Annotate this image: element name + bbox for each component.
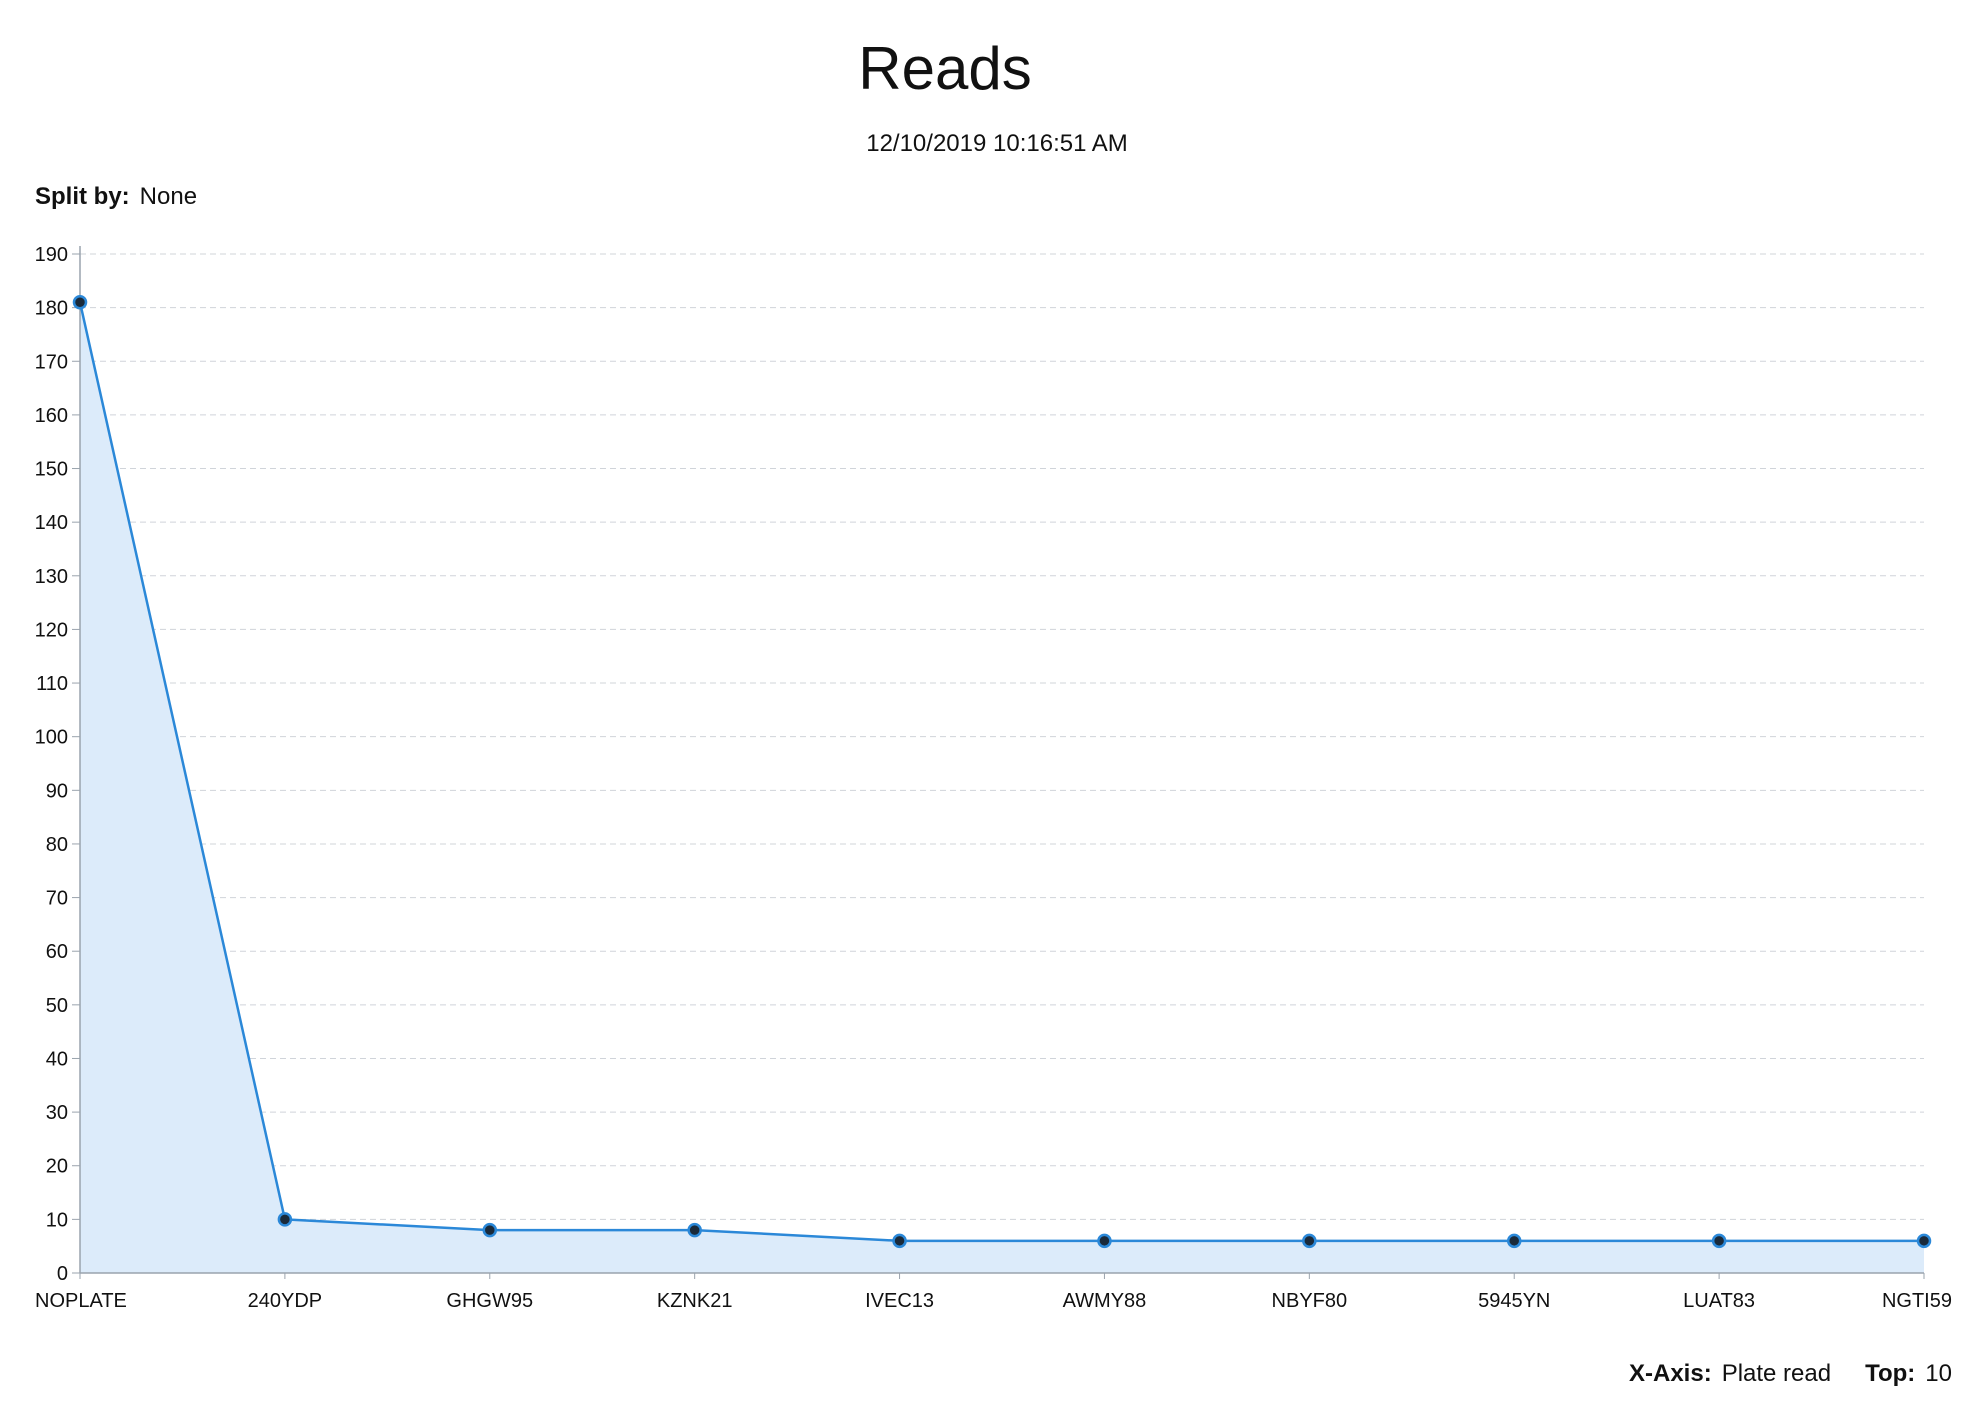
x-tick-label-240ydp: 240YDP xyxy=(248,1290,323,1312)
y-tick-label-90: 90 xyxy=(46,780,68,802)
y-tick-label-140: 140 xyxy=(35,512,68,534)
y-tick-label-80: 80 xyxy=(46,834,68,856)
top-info-value: 10 xyxy=(1925,1360,1952,1387)
y-tick-label-20: 20 xyxy=(46,1156,68,1178)
gridlines xyxy=(80,253,1924,1220)
data-point-luat83 xyxy=(1711,1233,1727,1249)
data-point-ngti59 xyxy=(1916,1233,1932,1249)
y-tick-label-10: 10 xyxy=(46,1209,68,1231)
y-tick-label-150: 150 xyxy=(35,459,68,481)
axes xyxy=(72,246,1925,1279)
x-tick-label-noplate: NOPLATE xyxy=(35,1290,127,1312)
top-info: Top: 10 xyxy=(1865,1360,1952,1388)
series-line-layer xyxy=(78,301,1924,1243)
y-tick-label-180: 180 xyxy=(35,298,68,320)
y-tick-label-170: 170 xyxy=(35,351,68,373)
data-point-240ydp xyxy=(277,1212,293,1227)
x-tick-label-nbyf80: NBYF80 xyxy=(1272,1290,1348,1312)
data-point-nbyf80 xyxy=(1302,1233,1317,1249)
y-tick-label-30: 30 xyxy=(46,1102,68,1124)
x-tick-label-awmy88: AWMY88 xyxy=(1063,1290,1147,1312)
y-tick-label-100: 100 xyxy=(35,727,68,749)
series-line xyxy=(78,301,1924,1243)
x-axis-info-value: Plate read xyxy=(1721,1360,1832,1387)
x-tick-label-ivec13: IVEC13 xyxy=(865,1290,934,1312)
split-by-label: Split by: xyxy=(35,183,130,210)
y-tick-label-40: 40 xyxy=(46,1048,68,1070)
x-tick-label-kznk21: KZNK21 xyxy=(657,1290,733,1312)
split-by-value: None xyxy=(139,183,198,210)
timestamp: 12/10/2019 10:16:51 AM xyxy=(866,130,1128,157)
y-tick-label-110: 110 xyxy=(36,673,68,695)
x-tick-labels: NOPLATE 240YDP GHGW95 KZNK21 IVEC13 AWMY88 NBY… xyxy=(35,1290,1952,1312)
y-tick-labels: 0 10 20 30 40 50 60 70 80 90 100 110 120 130 140 150 160… xyxy=(35,244,68,1285)
y-tick-label-0: 0 xyxy=(57,1263,68,1285)
data-point-5945yn xyxy=(1506,1233,1522,1249)
data-point-kznk21 xyxy=(687,1222,702,1238)
x-axis-info-label: X-Axis: xyxy=(1629,1360,1712,1387)
chart-title: Reads xyxy=(858,35,1032,102)
x-tick-label-luat83: LUAT83 xyxy=(1683,1290,1755,1312)
x-axis-info: X-Axis: Plate read xyxy=(1629,1360,1831,1388)
data-point-ivec13 xyxy=(892,1233,907,1249)
y-tick-label-120: 120 xyxy=(35,619,68,641)
data-point-noplate xyxy=(72,295,88,310)
y-tick-label-160: 160 xyxy=(35,405,68,427)
reads-area-chart: 0 10 20 30 40 50 60 70 80 90 100 110 120 130 140 150 160… xyxy=(35,244,1952,1312)
x-tick-label-5945yn: 5945YN xyxy=(1478,1290,1550,1312)
data-points xyxy=(72,295,1932,1249)
y-tick-label-60: 60 xyxy=(46,941,68,963)
data-point-ghgw95 xyxy=(482,1222,498,1238)
y-tick-label-190: 190 xyxy=(35,244,68,266)
y-tick-label-130: 130 xyxy=(35,566,68,588)
x-tick-label-ngti59: NGTI59 xyxy=(1882,1290,1952,1312)
split-by: Split by: None xyxy=(35,183,197,211)
x-tick-label-ghgw95: GHGW95 xyxy=(446,1290,533,1312)
area-fill-layer xyxy=(80,302,1924,1273)
data-point-awmy88 xyxy=(1097,1233,1112,1249)
series-area-fill xyxy=(80,302,1924,1273)
y-tick-label-50: 50 xyxy=(46,995,68,1017)
chart-footer: X-Axis: Plate read Top: 10 xyxy=(1629,1360,1952,1388)
y-tick-label-70: 70 xyxy=(46,888,68,910)
top-info-label: Top: xyxy=(1865,1360,1916,1387)
